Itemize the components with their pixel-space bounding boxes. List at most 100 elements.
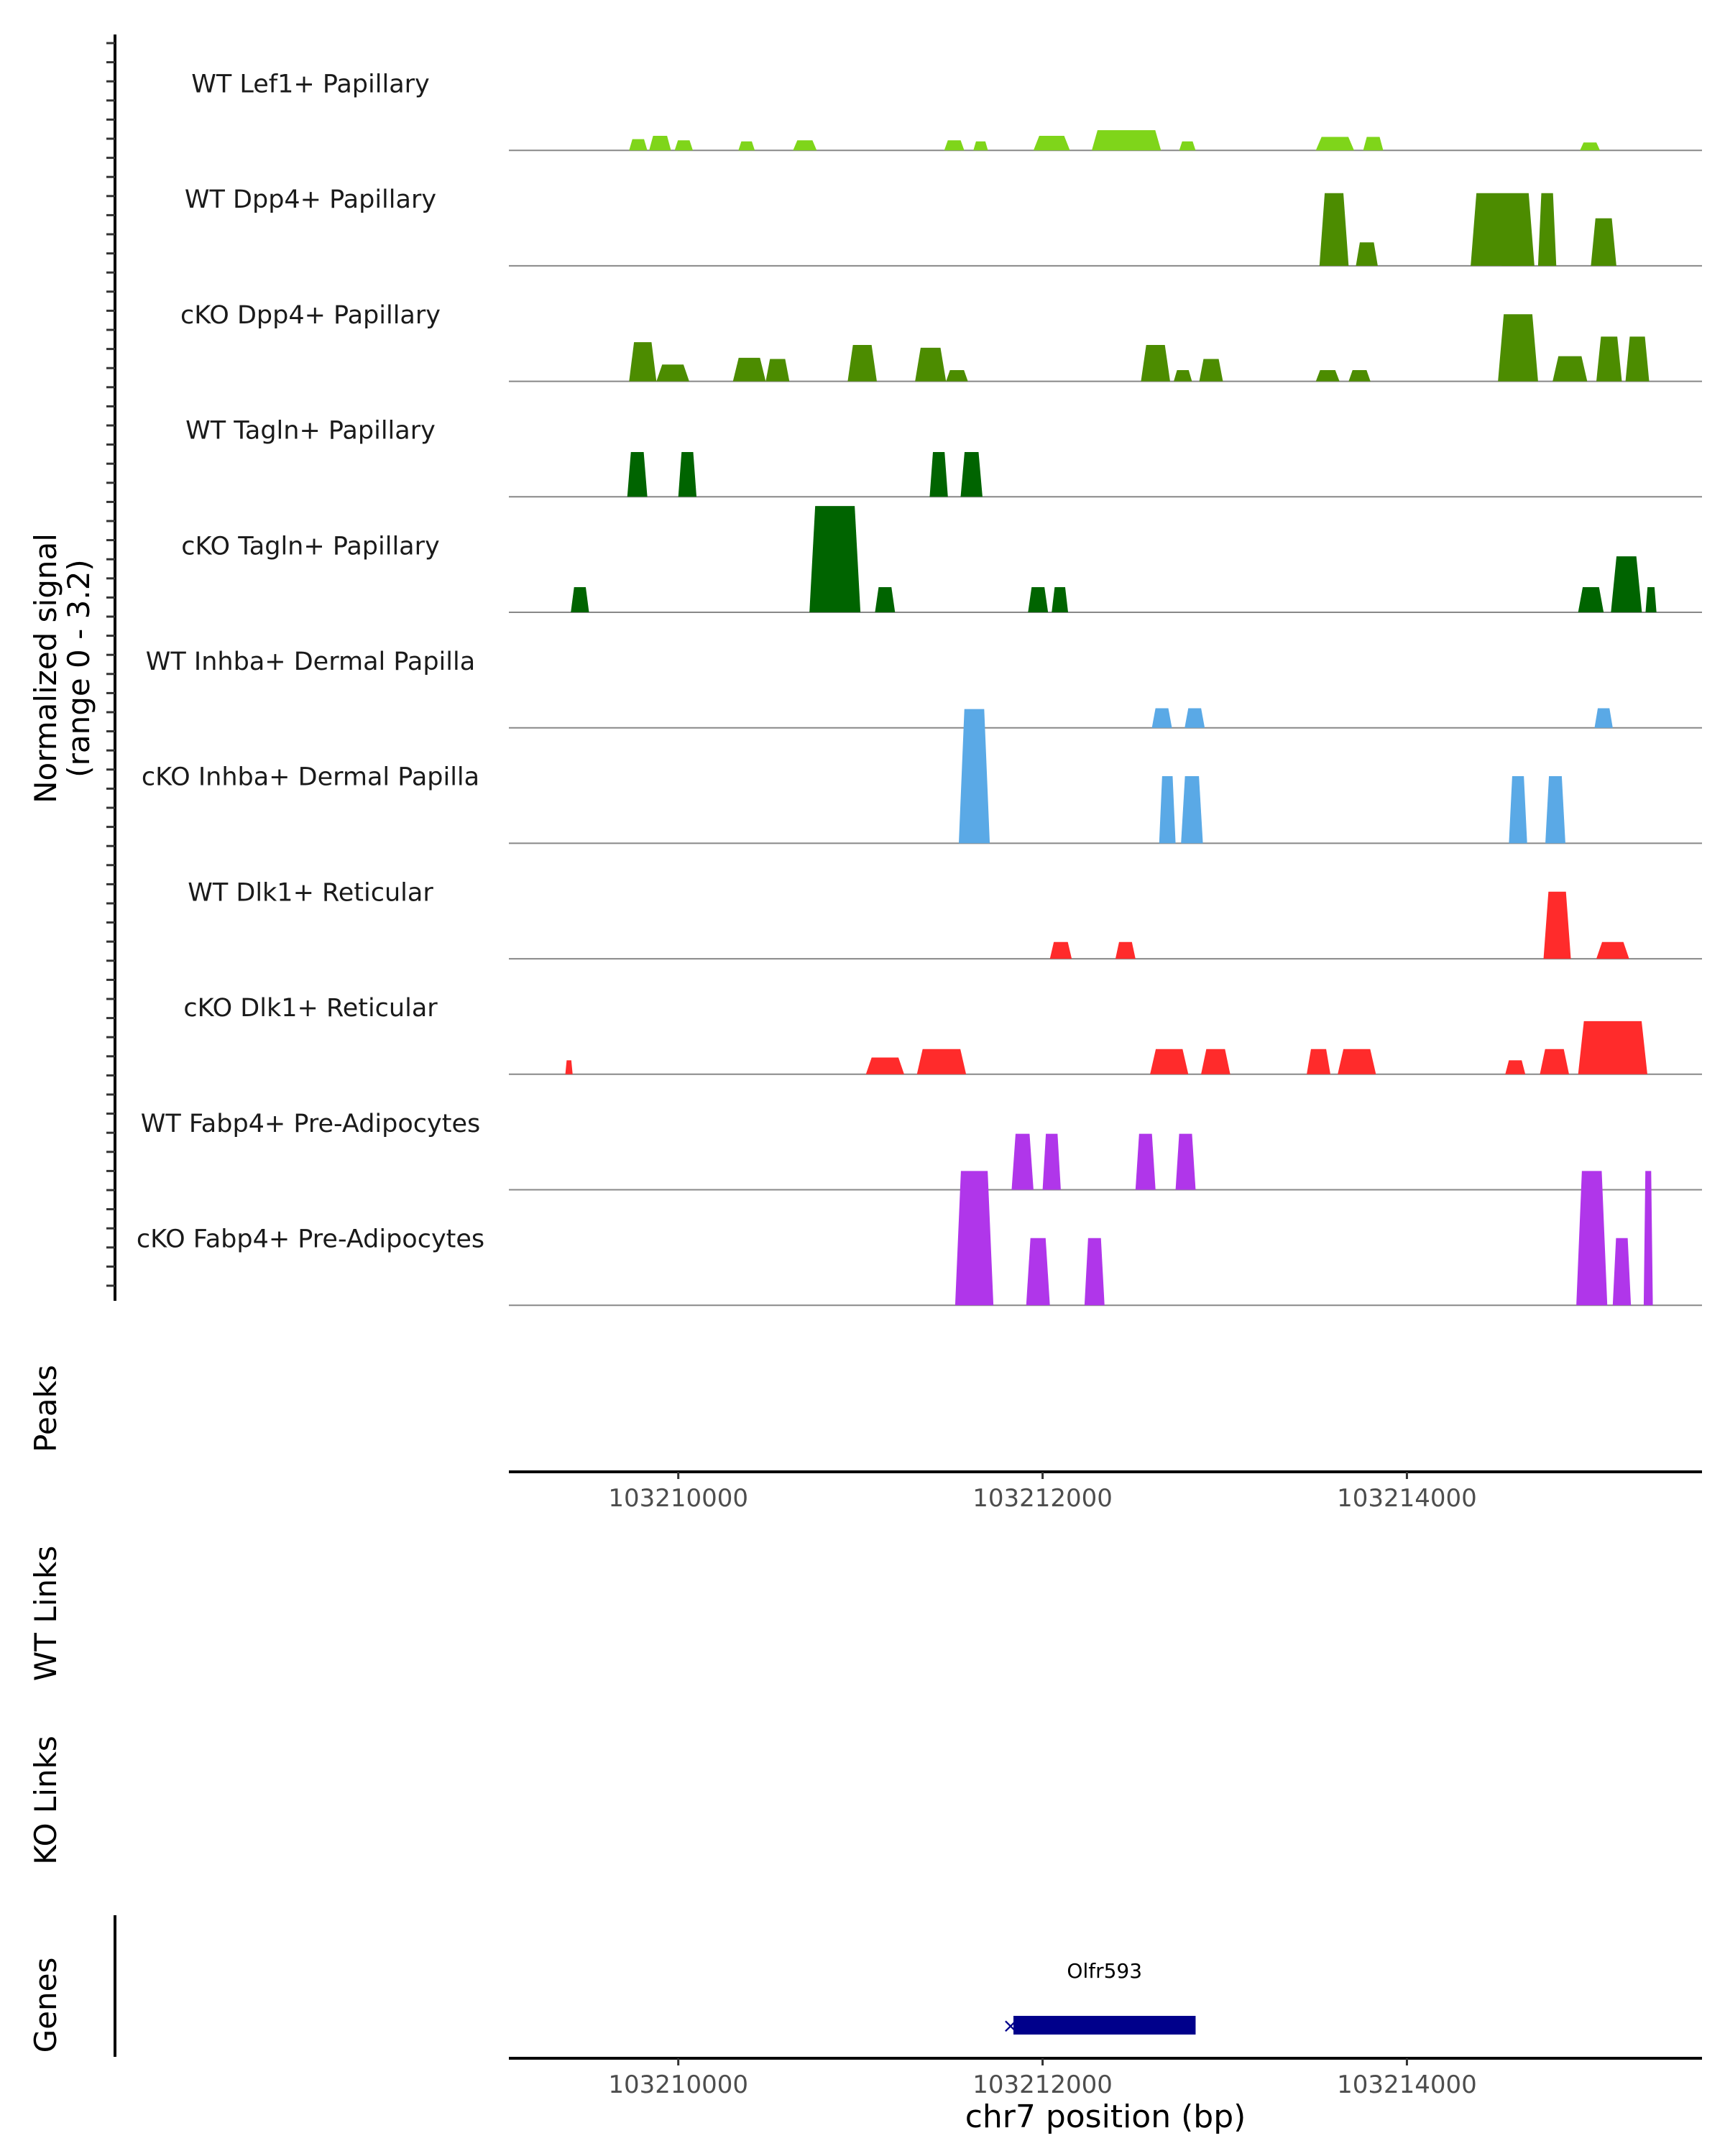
signal-peak <box>732 357 766 382</box>
signal-peak <box>1026 1238 1050 1306</box>
signal-peak <box>1315 370 1340 382</box>
signal-peak <box>1498 314 1538 382</box>
signal-peak <box>656 364 689 382</box>
signal-peak <box>793 140 817 151</box>
signal-peak <box>1091 130 1162 151</box>
signal-peak <box>958 709 990 844</box>
signal-peak <box>1042 1133 1061 1190</box>
signal-peak <box>1174 370 1192 382</box>
signal-peak <box>1612 1238 1632 1306</box>
signal-peak <box>1011 1133 1034 1190</box>
signal-peak <box>809 506 861 612</box>
x-axis-lower: 103210000 103212000 103214000 <box>509 2057 1702 2099</box>
signal-y-axis <box>106 34 116 1301</box>
signal-axis-title-line2: (range 0 - 3.2) <box>61 559 96 778</box>
signal-peak <box>944 140 965 151</box>
x-tick-label: 103210000 <box>608 1484 748 1513</box>
track-1: WT Dpp4+ Papillary <box>185 185 1702 267</box>
track-label: WT Fabp4+ Pre-Adipocytes <box>141 1110 480 1138</box>
signal-peak <box>1141 345 1170 382</box>
signal-axis-title-line1: Normalized signal <box>28 533 63 803</box>
signal-peak <box>738 141 755 151</box>
signal-peak <box>1179 141 1196 151</box>
signal-peak <box>1184 708 1205 728</box>
signal-peak <box>1307 1049 1330 1074</box>
signal-peak <box>674 140 693 151</box>
signal-peak <box>1643 1171 1653 1306</box>
signal-peak <box>1175 1133 1196 1190</box>
signal-peak <box>1363 137 1384 151</box>
track-9: WT Fabp4+ Pre-Adipocytes <box>141 1110 1702 1191</box>
signal-peak <box>946 370 968 382</box>
signal-peak <box>629 139 648 151</box>
signal-peak <box>954 1171 994 1306</box>
track-10: cKO Fabp4+ Pre-Adipocytes <box>137 1171 1702 1307</box>
track-4: cKO Tagln+ Papillary <box>181 506 1702 613</box>
signal-peak <box>875 586 896 612</box>
signal-peak <box>1028 586 1049 612</box>
track-label: WT Inhba+ Dermal Papilla <box>146 648 475 676</box>
signal-peak <box>1596 941 1629 959</box>
signal-peak <box>916 1049 967 1074</box>
signal-peak <box>649 135 671 151</box>
signal-peak <box>1611 556 1642 612</box>
signal-peak <box>1501 198 1520 266</box>
signal-peak <box>915 347 947 382</box>
track-label: cKO Fabp4+ Pre-Adipocytes <box>137 1225 484 1254</box>
track-label: cKO Inhba+ Dermal Papilla <box>142 763 479 792</box>
signal-peak <box>1543 891 1571 959</box>
signal-peak <box>1540 1049 1569 1074</box>
track-8: cKO Dlk1+ Reticular <box>183 994 1702 1075</box>
signal-peak <box>1348 370 1371 382</box>
x-tick-label: 103214000 <box>1337 2070 1477 2099</box>
signal-peak <box>1315 137 1354 151</box>
x-axis-upper: 103210000 103212000 103214000 <box>509 1470 1702 1513</box>
track-0: WT Lef1+ Papillary <box>191 70 1702 152</box>
peaks-axis-title: Peaks <box>28 1365 63 1452</box>
signal-peak <box>1545 775 1565 844</box>
signal-peak <box>1201 1049 1230 1074</box>
signal-peak <box>1645 586 1657 612</box>
signal-peak <box>1338 1049 1376 1074</box>
track-label: WT Tagln+ Papillary <box>185 417 436 446</box>
signal-peak <box>1537 193 1557 266</box>
signal-peak <box>847 345 877 382</box>
signal-tracks: WT Lef1+ Papillary WT Dpp4+ Papillary cKO … <box>137 70 1702 1307</box>
track-2: cKO Dpp4+ Papillary <box>180 301 1702 382</box>
signal-peak <box>1578 586 1604 612</box>
signal-peak <box>1151 708 1172 728</box>
signal-peak <box>565 1060 573 1074</box>
track-label: WT Dlk1+ Reticular <box>188 878 433 907</box>
gene-strand-marker: × <box>1002 2014 1018 2037</box>
signal-peak <box>1199 359 1223 382</box>
x-tick-label: 103212000 <box>972 2070 1113 2099</box>
signal-peak <box>1084 1238 1105 1306</box>
signal-peak <box>1319 193 1349 266</box>
signal-peak <box>1033 135 1070 151</box>
signal-peak <box>973 141 988 151</box>
track-label: cKO Tagln+ Papillary <box>181 532 440 561</box>
signal-axis-ticks <box>106 42 115 1287</box>
signal-peak <box>1159 775 1176 844</box>
genes-axis-title: Genes <box>28 1958 63 2053</box>
signal-peak <box>1509 775 1527 844</box>
track-label: cKO Dpp4+ Papillary <box>180 301 441 330</box>
signal-peak <box>1552 356 1588 382</box>
signal-peak <box>929 452 948 497</box>
track-3: WT Tagln+ Papillary <box>185 417 1702 498</box>
gene-label: Olfr593 <box>1067 1959 1142 1983</box>
gene-body <box>1013 2016 1196 2035</box>
signal-peak <box>1591 218 1616 266</box>
track-label: WT Dpp4+ Papillary <box>185 185 436 214</box>
signal-peak <box>1356 242 1378 266</box>
signal-peak <box>1150 1049 1189 1074</box>
signal-peak <box>571 586 589 612</box>
track-label: cKO Dlk1+ Reticular <box>183 994 438 1023</box>
track-6: cKO Inhba+ Dermal Papilla <box>142 709 1702 844</box>
signal-peak <box>629 342 657 382</box>
signal-peak <box>1135 1133 1156 1190</box>
signal-peak <box>1049 941 1072 959</box>
signal-peak <box>1580 142 1601 151</box>
x-axis-title: chr7 position (bp) <box>965 2099 1246 2135</box>
